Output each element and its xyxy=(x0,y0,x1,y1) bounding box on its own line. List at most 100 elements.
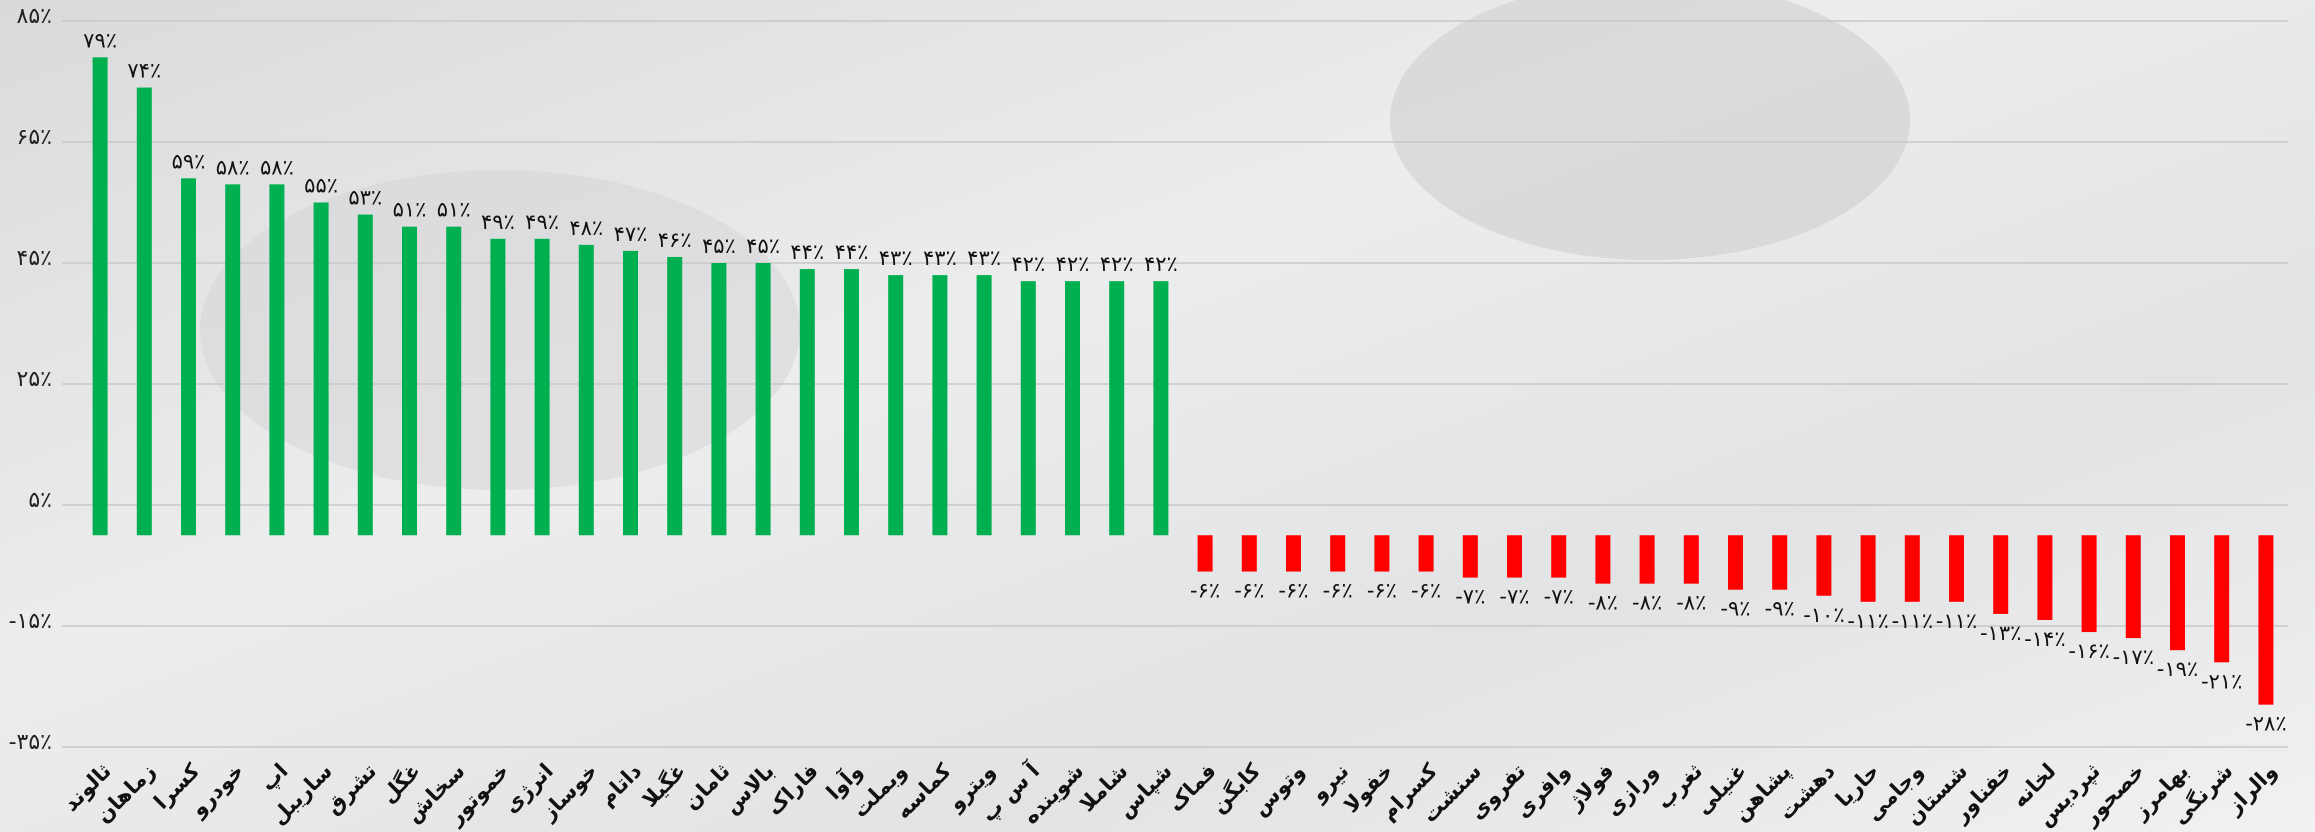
bar xyxy=(1728,535,1743,589)
bar xyxy=(490,239,505,535)
y-tick-label: ۵٪ xyxy=(28,488,52,513)
bar xyxy=(446,227,461,536)
value-label: ۴۳٪ xyxy=(923,246,957,270)
value-label: -۶٪ xyxy=(1278,579,1308,603)
value-label: ۴۳٪ xyxy=(879,246,913,270)
bar xyxy=(535,239,550,535)
value-label: -۱۷٪ xyxy=(2113,645,2154,669)
bar xyxy=(358,215,373,536)
value-label: ۴۴٪ xyxy=(835,240,869,264)
y-tick-label: ۲۵٪ xyxy=(17,367,52,392)
value-label: -۱۴٪ xyxy=(2024,627,2065,651)
value-label: ۴۲٪ xyxy=(1144,252,1178,276)
value-label: ۴۹٪ xyxy=(481,210,515,234)
bar xyxy=(1772,535,1787,589)
bar xyxy=(93,57,108,535)
value-label: -۸٪ xyxy=(1676,591,1706,615)
chart: ۸۵٪۶۵٪۴۵٪۲۵٪۵٪-۱۵٪-۳۵٪۷۹٪ثالوند۷۴٪زماهان… xyxy=(0,0,2315,832)
bar xyxy=(1021,281,1036,535)
value-label: ۵۱٪ xyxy=(437,198,471,222)
value-label: -۸٪ xyxy=(1588,591,1618,615)
bar xyxy=(1640,535,1655,583)
bar xyxy=(1419,535,1434,571)
bar xyxy=(844,269,859,535)
value-label: -۱۳٪ xyxy=(1980,621,2021,645)
value-label: ۵۸٪ xyxy=(260,155,294,179)
bar xyxy=(888,275,903,535)
bar xyxy=(402,227,417,536)
value-label: -۱۱٪ xyxy=(1847,609,1888,633)
value-label: ۷۹٪ xyxy=(83,28,117,52)
y-tick-label: -۳۵٪ xyxy=(9,730,52,755)
value-label: ۴۴٪ xyxy=(790,240,824,264)
bar xyxy=(667,257,682,535)
bar xyxy=(623,251,638,535)
bar xyxy=(1507,535,1522,577)
bar xyxy=(977,275,992,535)
bar xyxy=(1949,535,1964,602)
value-label: ۴۲٪ xyxy=(1056,252,1090,276)
value-label: ۵۳٪ xyxy=(348,186,382,210)
y-tick-label: -۱۵٪ xyxy=(9,609,52,634)
bar xyxy=(2126,535,2141,638)
bar xyxy=(2170,535,2185,650)
value-label: -۱۱٪ xyxy=(1936,609,1977,633)
bar xyxy=(1861,535,1876,602)
bar xyxy=(756,263,771,535)
value-label: -۷٪ xyxy=(1499,585,1529,609)
value-label: ۴۷٪ xyxy=(614,222,648,246)
bar xyxy=(1330,535,1345,571)
y-tick-label: ۸۵٪ xyxy=(17,4,52,29)
bar xyxy=(1816,535,1831,596)
value-label: ۵۵٪ xyxy=(304,174,338,198)
value-label: -۹٪ xyxy=(1720,597,1750,621)
value-label: -۲۱٪ xyxy=(2201,669,2242,693)
bar xyxy=(314,203,329,536)
bar xyxy=(1684,535,1699,583)
value-label: -۷٪ xyxy=(1455,585,1485,609)
bar xyxy=(711,263,726,535)
value-label: -۶٪ xyxy=(1411,579,1441,603)
bar xyxy=(1286,535,1301,571)
value-label: -۱۰٪ xyxy=(1803,603,1844,627)
bar xyxy=(1153,281,1168,535)
bar xyxy=(1463,535,1478,577)
value-label: -۶٪ xyxy=(1234,579,1264,603)
bar xyxy=(225,184,240,535)
bar xyxy=(932,275,947,535)
page: {"chart_data": {"type": "bar", "categori… xyxy=(0,0,2315,832)
value-label: ۵۱٪ xyxy=(393,198,427,222)
value-label: ۵۸٪ xyxy=(216,155,250,179)
y-tick-label: ۶۵٪ xyxy=(17,125,52,150)
bar xyxy=(579,245,594,535)
bar xyxy=(1065,281,1080,535)
bar xyxy=(1905,535,1920,602)
value-label: -۸٪ xyxy=(1632,591,1662,615)
bar xyxy=(800,269,815,535)
value-label: ۵۹٪ xyxy=(172,149,206,173)
bar xyxy=(1109,281,1124,535)
value-label: -۶٪ xyxy=(1323,579,1353,603)
bar xyxy=(269,184,284,535)
value-label: ۴۵٪ xyxy=(746,234,780,258)
value-label: ۴۶٪ xyxy=(658,228,692,252)
bar xyxy=(1198,535,1213,571)
y-tick-label: ۴۵٪ xyxy=(17,246,52,271)
value-label: ۴۹٪ xyxy=(525,210,559,234)
bar xyxy=(1551,535,1566,577)
value-label: ۴۳٪ xyxy=(967,246,1001,270)
value-label: -۹٪ xyxy=(1765,597,1795,621)
value-label: -۶٪ xyxy=(1190,579,1220,603)
value-label: -۱۱٪ xyxy=(1892,609,1933,633)
bar xyxy=(1374,535,1389,571)
bar xyxy=(2214,535,2229,662)
bar xyxy=(181,178,196,535)
value-label: ۴۲٪ xyxy=(1100,252,1134,276)
value-label: -۲۸٪ xyxy=(2245,712,2286,736)
bar xyxy=(137,88,152,536)
value-label: ۴۸٪ xyxy=(569,216,603,240)
bar xyxy=(1242,535,1257,571)
bar xyxy=(1993,535,2008,614)
value-label: ۴۵٪ xyxy=(702,234,736,258)
bar xyxy=(2082,535,2097,632)
